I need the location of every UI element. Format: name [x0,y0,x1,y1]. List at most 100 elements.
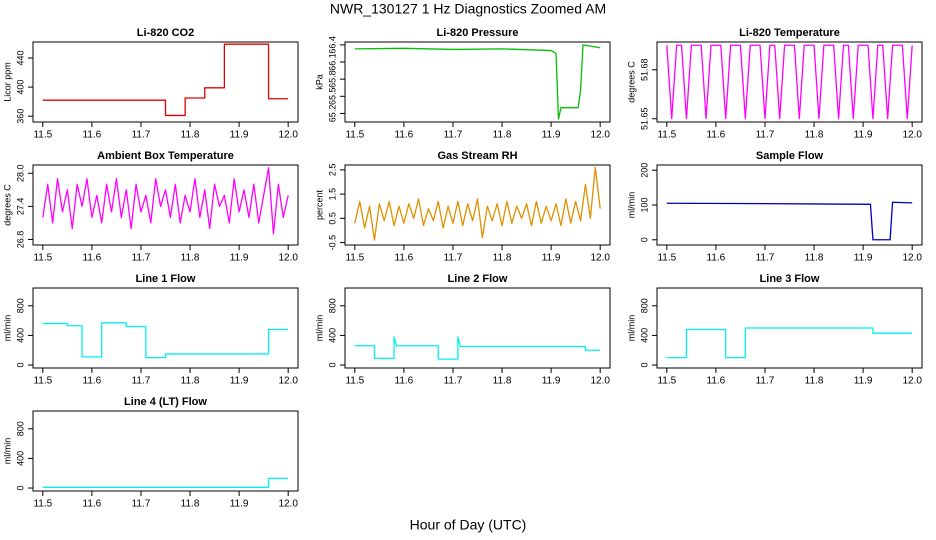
data-line [666,44,913,120]
data-line [354,44,601,120]
x-tick-label: 11.7 [444,253,463,264]
plot-frame [344,164,611,246]
plot-frame [344,287,611,369]
y-tick-label: 51.65 [639,107,649,130]
panel-title: Ambient Box Temperature [97,150,234,162]
plot-frame [32,410,299,492]
y-tick-label: 51.68 [639,58,649,81]
x-tick-label: 11.9 [230,130,249,141]
x-tick-label: 12.0 [902,253,922,264]
x-tick-label: 11.5 [33,253,52,264]
y-tick-label: 0 [327,363,337,368]
x-tick-label: 12.0 [590,130,610,141]
x-tick-label: 11.8 [181,253,200,264]
y-axis-label: ml/min [314,315,324,342]
x-tick-label: 11.9 [542,253,561,264]
y-tick-label: 400 [15,328,25,343]
data-line [666,327,913,359]
x-tick-label: 11.8 [493,376,512,387]
x-tick-label: 11.8 [181,130,200,141]
plot-frame [32,287,299,369]
x-tick-label: 11.9 [542,376,561,387]
x-tick-label: 11.7 [756,253,775,264]
x-tick-label: 11.7 [132,130,151,141]
x-tick-label: 12.0 [902,376,922,387]
page-title: NWR_130127 1 Hz Diagnostics Zoomed AM [330,1,606,17]
x-tick-label: 11.9 [854,130,873,141]
x-tick-label: 11.9 [230,253,249,264]
x-tick-label: 11.6 [83,253,102,264]
y-tick-label: 0 [15,486,25,491]
x-tick-label: 11.8 [181,499,200,510]
x-tick-label: 11.6 [707,376,726,387]
y-axis-label: degrees C [626,61,636,103]
x-tick-label: 11.6 [83,130,102,141]
y-tick-label: -0.5 [327,235,337,251]
panel-title: Li-820 Pressure [437,27,519,39]
x-tick-label: 11.6 [707,130,726,141]
x-tick-label: 11.5 [657,376,676,387]
x-tick-label: 11.5 [33,130,52,141]
x-tick-label: 12.0 [278,253,298,264]
x-tick-label: 11.5 [657,253,676,264]
y-tick-label: 66.4 [327,36,337,54]
panel-title: Line 3 Flow [760,273,820,285]
y-tick-label: 400 [15,451,25,466]
y-tick-label: 65.2 [327,105,337,123]
x-tick-label: 11.8 [805,376,824,387]
x-tick-label: 11.7 [756,130,775,141]
y-tick-label: 0.5 [327,212,337,225]
y-axis-label: ml/min [626,192,636,219]
x-tick-label: 11.9 [230,499,249,510]
y-tick-label: 0 [15,363,25,368]
x-tick-label: 11.7 [444,376,463,387]
data-line [42,322,289,359]
x-tick-label: 11.6 [395,376,414,387]
y-tick-label: 65.8 [327,70,337,88]
x-tick-label: 11.5 [345,376,364,387]
data-line [666,201,913,241]
plot-frame [656,41,923,123]
panel-title: Line 1 Flow [136,273,196,285]
x-tick-label: 11.9 [230,376,249,387]
y-tick-label: 800 [15,298,25,313]
x-tick-label: 11.6 [395,253,414,264]
y-tick-label: 27.4 [15,198,25,216]
y-tick-label: 1.5 [327,188,337,201]
x-tick-label: 11.6 [83,499,102,510]
x-tick-label: 12.0 [278,130,298,141]
panel-title: Gas Stream RH [437,150,517,162]
x-tick-label: 11.8 [493,253,512,264]
y-tick-label: 800 [639,298,649,313]
x-tick-label: 11.8 [805,130,824,141]
plot-frame [344,41,611,123]
x-tick-label: 11.5 [345,130,364,141]
y-tick-label: 100 [639,197,649,212]
x-tick-label: 11.7 [132,253,151,264]
y-tick-label: 28.0 [15,165,25,183]
y-tick-label: 800 [15,421,25,436]
panel-title: Li-820 CO2 [137,27,194,39]
y-axis-label: percent [314,189,324,220]
x-tick-label: 11.8 [181,376,200,387]
plot-frame [656,287,923,369]
y-axis-label: ml/min [2,315,12,342]
plot-frame [32,164,299,246]
x-tick-label: 11.7 [756,376,775,387]
x-tick-label: 11.9 [542,130,561,141]
y-tick-label: 800 [327,298,337,313]
data-line [354,336,601,360]
y-tick-label: 200 [639,163,649,178]
x-tick-label: 11.9 [854,253,873,264]
x-tick-label: 11.5 [33,376,52,387]
panel-title: Li-820 Temperature [739,27,840,39]
data-line [42,167,289,235]
x-tick-label: 11.8 [493,130,512,141]
y-tick-label: 0 [639,237,649,242]
y-tick-label: 65.5 [327,88,337,106]
x-tick-label: 12.0 [278,499,298,510]
y-tick-label: 440 [15,50,25,65]
y-axis-label: degrees C [2,184,12,226]
plot-frame [656,164,923,246]
y-tick-label: 26.8 [15,231,25,249]
